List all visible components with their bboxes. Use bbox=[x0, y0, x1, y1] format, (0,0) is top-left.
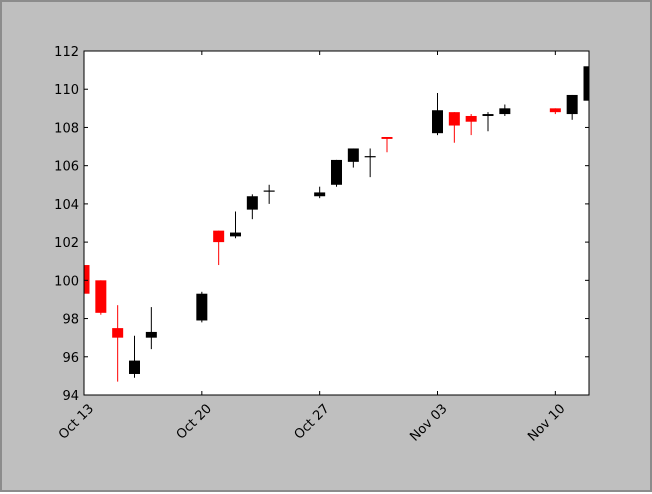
candle-16 bbox=[448, 112, 460, 143]
y-tick-label: 94 bbox=[62, 389, 79, 404]
candle-8 bbox=[246, 194, 258, 220]
candle-body bbox=[499, 108, 511, 115]
candle-body bbox=[230, 232, 241, 237]
plot-area bbox=[84, 51, 589, 395]
candle-body bbox=[381, 137, 393, 139]
candle-body bbox=[246, 196, 258, 210]
candle-body bbox=[263, 190, 275, 192]
x-tick-label: Oct 27 bbox=[292, 401, 333, 442]
plot-frame bbox=[83, 50, 590, 396]
candle-6 bbox=[213, 230, 225, 266]
candle-body bbox=[432, 110, 443, 134]
candle-body bbox=[213, 230, 225, 243]
candle-0 bbox=[84, 261, 90, 296]
candle-13 bbox=[364, 148, 376, 178]
candle-22 bbox=[583, 66, 589, 103]
candle-body bbox=[95, 280, 107, 313]
candle-12 bbox=[347, 148, 359, 168]
candle-body bbox=[583, 66, 589, 101]
candle-body bbox=[566, 94, 578, 115]
candle-body bbox=[465, 115, 477, 122]
candle-5 bbox=[196, 291, 208, 323]
candle-body bbox=[314, 192, 326, 197]
candle-20 bbox=[549, 108, 561, 115]
candle-19 bbox=[499, 104, 511, 116]
candle-18 bbox=[482, 112, 494, 132]
y-tick-label: 108 bbox=[54, 121, 79, 136]
candle-11 bbox=[331, 159, 342, 187]
x-tick-label: Nov 03 bbox=[407, 401, 450, 444]
candle-21 bbox=[566, 94, 578, 120]
candles-layer bbox=[84, 66, 589, 382]
candle-body bbox=[331, 159, 342, 185]
y-tick-label: 98 bbox=[62, 313, 79, 328]
candle-body bbox=[448, 112, 460, 126]
y-tick-label: 96 bbox=[62, 351, 79, 366]
x-tick-label: Nov 10 bbox=[525, 401, 568, 444]
candle-2 bbox=[112, 305, 124, 382]
candle-1 bbox=[95, 280, 107, 315]
candle-body bbox=[549, 108, 561, 113]
candle-body bbox=[112, 328, 124, 338]
candle-body bbox=[364, 156, 376, 158]
candle-15 bbox=[432, 93, 443, 136]
candle-body bbox=[145, 331, 157, 338]
x-tick-label: Oct 20 bbox=[174, 401, 215, 442]
candle-body bbox=[84, 265, 90, 294]
candle-14 bbox=[381, 137, 393, 153]
y-tick-label: 104 bbox=[54, 198, 79, 213]
y-tick-label: 102 bbox=[54, 236, 79, 251]
y-tick-label: 110 bbox=[54, 83, 79, 98]
candle-body bbox=[347, 148, 359, 162]
candle-body bbox=[129, 360, 140, 374]
candle-10 bbox=[314, 186, 326, 199]
y-tick-label: 112 bbox=[54, 45, 79, 60]
candle-body bbox=[482, 114, 494, 116]
candle-body bbox=[196, 293, 208, 321]
y-tick-label: 100 bbox=[54, 274, 79, 289]
y-tick-label: 106 bbox=[54, 160, 79, 175]
candle-17 bbox=[465, 114, 477, 136]
candle-4 bbox=[145, 307, 157, 350]
candle-7 bbox=[230, 211, 241, 239]
candle-9 bbox=[263, 184, 275, 204]
x-tick-label: Oct 13 bbox=[56, 401, 97, 442]
candle-3 bbox=[129, 335, 140, 378]
